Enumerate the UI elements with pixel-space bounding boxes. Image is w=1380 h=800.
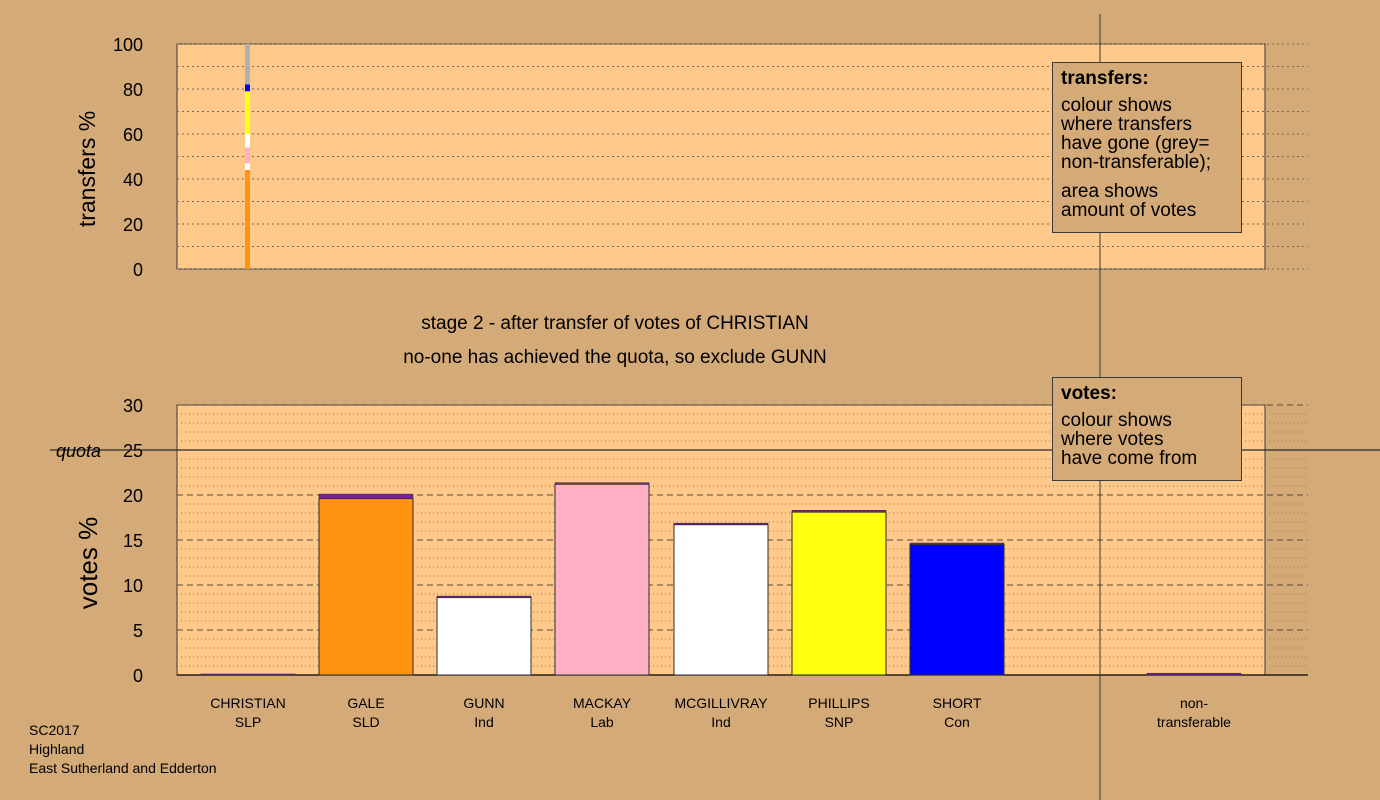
vote-bar-segment (318, 498, 414, 676)
transfer-segment (245, 170, 250, 269)
candidate-party-label: SLP (235, 714, 261, 730)
transfer-segment (245, 163, 250, 170)
exclusion-caption: no-one has achieved the quota, so exclud… (403, 347, 827, 368)
vote-bar-segment (909, 544, 1005, 676)
vote-bar-segment (200, 673, 296, 676)
votes-y-tick-label: 5 (133, 621, 143, 641)
vote-bar-segment (673, 524, 769, 676)
vote-bar-segment (791, 511, 887, 676)
vote-bar-segment (554, 483, 650, 676)
candidate-party-label: Ind (474, 714, 493, 730)
transfer-segment (245, 91, 250, 134)
votes-y-tick-label: 25 (123, 441, 143, 461)
vote-bar-segment (318, 493, 414, 499)
stage-caption: stage 2 - after transfer of votes of CHR… (421, 313, 809, 334)
transfers-legend-line: amount of votes (1061, 200, 1197, 221)
candidate-name-label: PHILLIPS (808, 695, 869, 711)
transfer-segment (245, 147, 250, 164)
transfers-y-tick-label: 40 (123, 170, 143, 190)
vote-bar-segment (1146, 672, 1242, 676)
votes-legend-line: have come from (1061, 448, 1198, 469)
council-label: Highland (29, 741, 85, 757)
votes-y-tick-label: 10 (123, 576, 143, 596)
vote-bar-segment (673, 522, 769, 525)
vote-bar-segment (436, 595, 532, 598)
transfers-y-tick-label: 0 (133, 260, 143, 280)
footer: SC2017 Highland East Sutherland and Edde… (29, 721, 217, 778)
transfers-legend: transfers: colour shows where transfers … (1052, 62, 1242, 233)
transfers-legend-title: transfers: (1061, 68, 1149, 89)
vote-bar-segment (909, 542, 1005, 545)
candidate-name-label: GALE (347, 695, 384, 711)
votes-y-tick-label: 30 (123, 396, 143, 416)
vote-bar-segment (791, 510, 887, 513)
votes-legend-line: colour shows (1061, 410, 1172, 431)
transfers-axis-title: transfers % (74, 111, 100, 227)
vote-bar-segment (554, 482, 650, 485)
transfers-y-tick-label: 60 (123, 125, 143, 145)
candidate-party-label: SNP (825, 714, 854, 730)
candidate-party-label: SLD (352, 714, 379, 730)
candidate-party-label: Ind (711, 714, 730, 730)
votes-y-tick-label: 15 (123, 531, 143, 551)
votes-y-tick-label: 0 (133, 666, 143, 686)
transfers-legend-line: colour shows (1061, 95, 1172, 116)
transfers-y-tick-label: 100 (113, 35, 143, 55)
transfers-legend-line: area shows (1061, 181, 1159, 202)
candidate-name-label: CHRISTIAN (210, 695, 285, 711)
ward-label: East Sutherland and Edderton (29, 760, 217, 776)
candidate-name-label: MACKAY (573, 695, 632, 711)
transfer-segment (245, 44, 250, 85)
transfers-legend-line: non-transferable); (1061, 152, 1211, 173)
transfers-legend-line: have gone (grey= (1061, 133, 1210, 154)
candidate-name-label: MCGILLIVRAY (674, 695, 768, 711)
candidate-name-label: non- (1180, 695, 1208, 711)
election-label: SC2017 (29, 722, 80, 738)
votes-axis-title: votes % (73, 517, 103, 610)
votes-legend-line: where votes (1061, 429, 1164, 450)
candidate-name-label: SHORT (933, 695, 982, 711)
votes-legend-title: votes: (1061, 383, 1117, 404)
quota-label: quota (56, 441, 101, 461)
votes-legend: votes: colour shows where votes have com… (1052, 377, 1242, 481)
transfers-legend-line: where transfers (1061, 114, 1192, 135)
transfers-y-tick-label: 80 (123, 80, 143, 100)
transfer-segment (245, 134, 250, 148)
votes-y-tick-label: 20 (123, 486, 143, 506)
candidate-party-label: Con (944, 714, 970, 730)
candidate-name-label: GUNN (463, 695, 504, 711)
transfers-y-tick-label: 20 (123, 215, 143, 235)
candidate-party-label: Lab (590, 714, 614, 730)
candidate-party-label: transferable (1157, 714, 1231, 730)
vote-bar-segment (436, 597, 532, 676)
transfer-segment (245, 84, 250, 92)
